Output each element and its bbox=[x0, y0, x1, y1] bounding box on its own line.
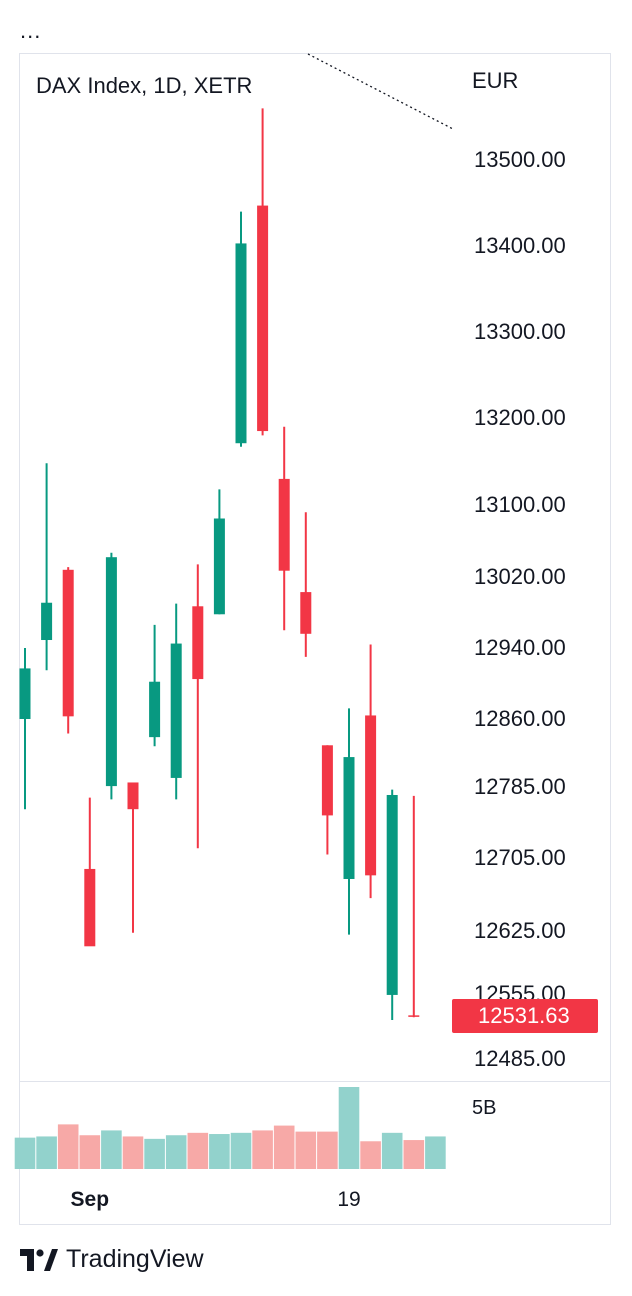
candle-body bbox=[62, 569, 74, 717]
volume-bar bbox=[273, 1125, 295, 1169]
candle[interactable] bbox=[343, 708, 355, 935]
overflow-menu-icon[interactable]: ... bbox=[20, 18, 42, 43]
candle[interactable] bbox=[257, 108, 269, 436]
volume-bar bbox=[360, 1141, 381, 1169]
volume-bar bbox=[295, 1131, 317, 1169]
volume-bar bbox=[101, 1130, 122, 1169]
candle-body bbox=[257, 205, 269, 432]
candle-body bbox=[149, 681, 161, 738]
candle[interactable] bbox=[278, 426, 290, 631]
candle-body bbox=[105, 557, 117, 787]
candle-body bbox=[19, 668, 31, 719]
volume-bar bbox=[122, 1136, 144, 1169]
volume-bar bbox=[36, 1136, 57, 1169]
volume-bar bbox=[187, 1132, 209, 1169]
volume-bar bbox=[425, 1136, 446, 1169]
candle-body bbox=[386, 794, 398, 995]
candle-body bbox=[127, 782, 139, 810]
candle-body bbox=[408, 1015, 420, 1017]
candle[interactable] bbox=[321, 745, 333, 855]
tradingview-logo-icon bbox=[20, 1248, 58, 1271]
volume-bar bbox=[144, 1138, 165, 1169]
candle-body bbox=[343, 757, 355, 879]
candle[interactable] bbox=[19, 648, 31, 810]
volume-pane-separator bbox=[19, 1081, 611, 1082]
volume-bar bbox=[317, 1131, 338, 1169]
y-tick-label: 13400.00 bbox=[474, 233, 566, 258]
candle-body bbox=[192, 606, 204, 680]
candle[interactable] bbox=[365, 644, 377, 899]
candle-body bbox=[213, 518, 225, 615]
volume-bar bbox=[209, 1134, 230, 1169]
candle[interactable] bbox=[62, 567, 74, 734]
y-tick-label: 13020.00 bbox=[474, 564, 566, 589]
y-tick-label: 12705.00 bbox=[474, 845, 566, 870]
candle[interactable] bbox=[41, 463, 53, 671]
chart-title: DAX Index, 1D, XETR bbox=[36, 73, 253, 98]
chart-frame bbox=[19, 53, 611, 1225]
volume-bar bbox=[381, 1132, 403, 1169]
candle[interactable] bbox=[105, 552, 117, 800]
candle-body bbox=[170, 643, 182, 778]
y-tick-label: 13100.00 bbox=[474, 492, 566, 517]
candle[interactable] bbox=[235, 211, 247, 447]
candle-body bbox=[300, 592, 312, 634]
candle[interactable] bbox=[386, 789, 398, 1020]
candle[interactable] bbox=[213, 489, 225, 615]
volume-axis-label: 5B bbox=[472, 1097, 497, 1119]
candle[interactable] bbox=[408, 795, 420, 1018]
candle[interactable] bbox=[192, 564, 204, 849]
candle-body bbox=[235, 243, 247, 444]
candle[interactable] bbox=[300, 512, 312, 657]
candle[interactable] bbox=[84, 797, 96, 947]
tradingview-logo[interactable]: TradingView bbox=[20, 1245, 204, 1274]
volume-bar bbox=[79, 1135, 101, 1169]
candle[interactable] bbox=[127, 782, 139, 933]
y-tick-label: 13500.00 bbox=[474, 147, 566, 172]
volume-bar bbox=[14, 1137, 36, 1169]
candle-body bbox=[365, 715, 377, 876]
volume-bar bbox=[165, 1135, 187, 1169]
last-price-badge: 12531.63 bbox=[452, 998, 598, 1033]
volume-bar bbox=[338, 1087, 360, 1169]
currency-label: EUR bbox=[472, 68, 519, 93]
y-tick-label: 13300.00 bbox=[474, 319, 566, 344]
x-tick-label: 19 bbox=[337, 1188, 361, 1211]
volume-bar bbox=[252, 1130, 273, 1169]
y-tick-label: 12785.00 bbox=[474, 774, 566, 799]
volume-bar bbox=[403, 1140, 425, 1169]
y-tick-label: 12485.00 bbox=[474, 1046, 566, 1071]
candle-body bbox=[321, 745, 333, 816]
candle-body bbox=[41, 602, 53, 641]
y-tick-label: 12940.00 bbox=[474, 635, 566, 660]
y-tick-label: 12625.00 bbox=[474, 918, 566, 943]
trend-line[interactable] bbox=[307, 53, 454, 130]
candle[interactable] bbox=[170, 603, 182, 800]
volume-bar bbox=[230, 1132, 252, 1169]
candle-body bbox=[84, 868, 96, 947]
candle[interactable] bbox=[149, 624, 161, 747]
y-tick-label: 12860.00 bbox=[474, 706, 566, 731]
y-tick-label: 13200.00 bbox=[474, 405, 566, 430]
tradingview-wordmark: TradingView bbox=[66, 1245, 204, 1273]
x-tick-label: Sep bbox=[70, 1188, 110, 1211]
volume-bar bbox=[57, 1124, 79, 1169]
candle-body bbox=[278, 478, 290, 571]
